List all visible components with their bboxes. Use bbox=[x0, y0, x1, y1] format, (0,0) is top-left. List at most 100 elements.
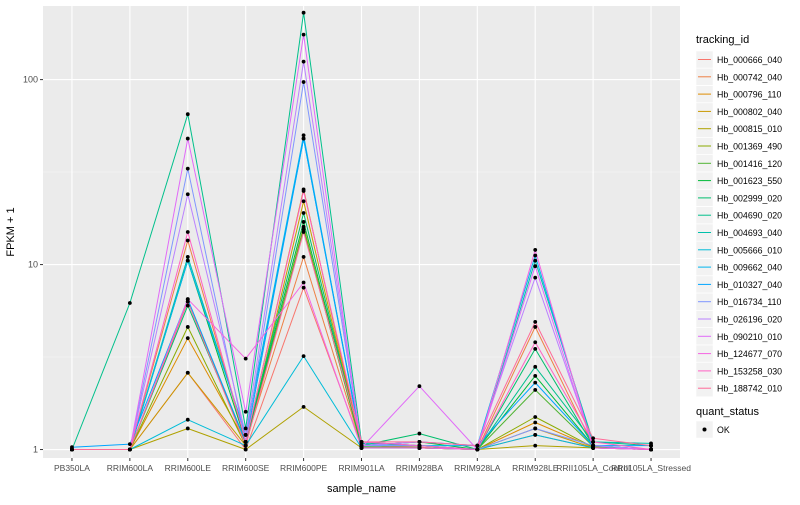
data-point bbox=[475, 443, 480, 448]
data-point bbox=[533, 380, 538, 385]
data-point bbox=[185, 299, 190, 304]
data-point bbox=[301, 189, 306, 193]
data-point bbox=[243, 426, 248, 431]
x-tick-label: RRII105LA_Stressed bbox=[611, 463, 691, 473]
x-tick-label: RRIM928LA bbox=[454, 463, 501, 473]
x-tick-label: RRIM600SE bbox=[222, 463, 270, 473]
legend-label: Hb_010327_040 bbox=[717, 280, 782, 290]
data-point bbox=[533, 340, 538, 345]
data-point bbox=[301, 280, 306, 285]
data-point bbox=[533, 325, 538, 329]
data-point bbox=[533, 264, 538, 269]
data-point bbox=[475, 447, 480, 452]
legend-title: tracking_id bbox=[696, 34, 749, 46]
data-point bbox=[417, 431, 422, 436]
data-point bbox=[185, 258, 190, 263]
data-point bbox=[301, 255, 306, 259]
data-point bbox=[359, 446, 364, 450]
data-point bbox=[185, 136, 190, 141]
legend-label: Hb_001369_490 bbox=[717, 142, 782, 152]
legend-label: Hb_000815_010 bbox=[717, 124, 782, 134]
data-point bbox=[185, 336, 190, 341]
data-point bbox=[533, 248, 538, 252]
legend-label: Hb_005666_010 bbox=[717, 245, 782, 255]
data-point bbox=[301, 10, 306, 15]
data-point bbox=[301, 59, 306, 64]
legend-label: Hb_004693_040 bbox=[717, 228, 782, 238]
data-point bbox=[301, 136, 306, 141]
legend-label: Hb_000742_040 bbox=[717, 72, 782, 82]
legend-label: Hb_000666_040 bbox=[717, 55, 782, 65]
data-point bbox=[185, 325, 190, 329]
data-point bbox=[243, 443, 248, 448]
data-point bbox=[185, 417, 190, 422]
y-tick-label: 10 bbox=[28, 260, 38, 270]
data-point bbox=[185, 426, 190, 431]
data-point bbox=[417, 384, 422, 389]
legend-label: Hb_188742_010 bbox=[717, 384, 782, 394]
data-point bbox=[243, 432, 248, 437]
data-point bbox=[185, 230, 190, 234]
legend-label: Hb_000796_110 bbox=[717, 90, 782, 100]
data-point bbox=[301, 354, 306, 359]
data-point bbox=[185, 303, 190, 308]
data-point bbox=[301, 220, 306, 224]
legend-label: Hb_153258_030 bbox=[717, 366, 782, 376]
data-point bbox=[533, 253, 538, 258]
data-point bbox=[127, 442, 132, 447]
data-point bbox=[301, 199, 306, 204]
y-tick-label: 1 bbox=[33, 445, 38, 455]
data-point bbox=[591, 439, 596, 444]
data-point bbox=[185, 238, 190, 243]
data-point bbox=[533, 420, 538, 425]
legend-label: Hb_124677_070 bbox=[717, 349, 782, 359]
legend-point-symbol bbox=[702, 427, 707, 432]
data-point bbox=[185, 112, 190, 117]
x-tick-label: RRIM600LE bbox=[165, 463, 212, 473]
data-point bbox=[127, 301, 132, 305]
data-point bbox=[127, 447, 132, 452]
legend-label: Hb_026196_020 bbox=[717, 315, 782, 325]
data-point bbox=[649, 443, 653, 448]
data-point bbox=[301, 211, 306, 215]
data-point bbox=[243, 356, 248, 361]
data-point bbox=[185, 255, 190, 259]
data-point bbox=[533, 364, 538, 369]
legend-label: OK bbox=[717, 425, 730, 435]
legend-label: Hb_090210_010 bbox=[717, 332, 782, 342]
y-axis-title: FPKM + 1 bbox=[5, 207, 17, 256]
data-point bbox=[185, 166, 190, 171]
data-point bbox=[301, 227, 306, 232]
data-point bbox=[591, 436, 596, 441]
data-point bbox=[533, 275, 538, 280]
legend-label: Hb_016734_110 bbox=[717, 297, 782, 307]
y-tick-label: 100 bbox=[23, 75, 38, 85]
data-point bbox=[70, 447, 74, 452]
data-point bbox=[243, 409, 248, 414]
data-point bbox=[417, 443, 422, 448]
data-point bbox=[301, 285, 306, 290]
data-point bbox=[533, 443, 538, 448]
data-point bbox=[301, 80, 306, 84]
legend-label: Hb_000802_040 bbox=[717, 107, 782, 117]
data-point bbox=[533, 426, 538, 431]
legend-label: Hb_004690_020 bbox=[717, 211, 782, 221]
x-axis-title: sample_name bbox=[327, 483, 396, 495]
legend-label: Hb_002999_020 bbox=[717, 193, 782, 203]
data-point bbox=[417, 439, 422, 444]
data-point bbox=[533, 258, 538, 263]
data-point bbox=[301, 32, 306, 37]
data-point bbox=[243, 439, 248, 444]
x-tick-label: RRIM928LE bbox=[512, 463, 559, 473]
data-point bbox=[649, 447, 653, 452]
data-point bbox=[533, 388, 538, 392]
data-point bbox=[533, 319, 538, 324]
x-tick-label: RRIM600LA bbox=[107, 463, 154, 473]
data-point bbox=[301, 230, 306, 234]
legend-label: Hb_001416_120 bbox=[717, 159, 782, 169]
legend-title: quant_status bbox=[696, 406, 759, 418]
data-point bbox=[185, 370, 190, 375]
data-point bbox=[533, 347, 538, 351]
data-point bbox=[533, 415, 538, 419]
